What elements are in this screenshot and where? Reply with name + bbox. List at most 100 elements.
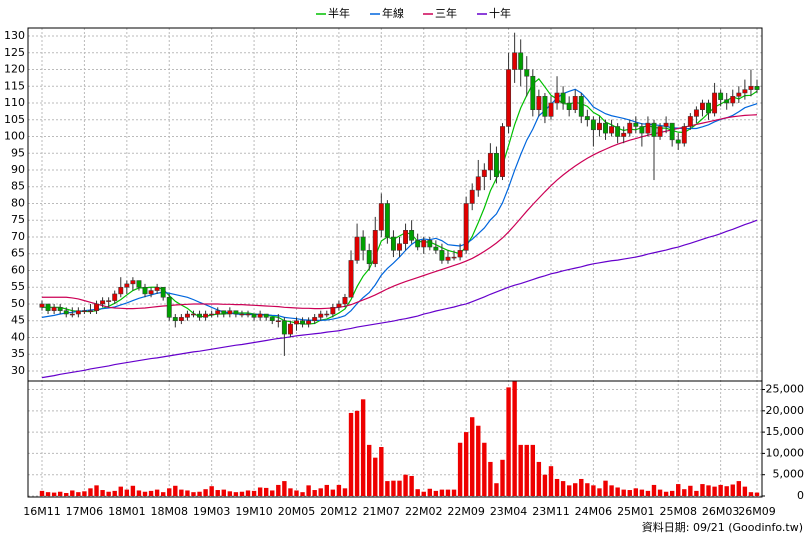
volume-bar: [554, 478, 560, 496]
y-tick-label: 30: [11, 364, 25, 377]
volume-bar: [257, 487, 263, 496]
volume-bar: [694, 490, 699, 496]
volume-bar: [700, 484, 705, 496]
volume-bar: [512, 381, 517, 496]
candle-body: [403, 230, 409, 244]
volume-bar: [348, 412, 354, 496]
candle-body: [469, 189, 475, 204]
volume-bar: [64, 493, 69, 496]
volume-bar: [197, 491, 202, 496]
x-tick-label: 21M07: [363, 505, 401, 518]
candle-body: [324, 313, 330, 316]
volume-bar: [451, 489, 457, 496]
y-tick-label: 130: [4, 29, 25, 42]
volume-bar: [270, 490, 275, 496]
x-tick-label: 25M01: [617, 505, 655, 518]
candle-body: [130, 280, 136, 285]
candle-body: [542, 96, 548, 117]
footnote: 資料日期: 09/21 (Goodinfo.tw): [642, 520, 803, 534]
volume-bar: [276, 484, 281, 496]
candle-body: [269, 317, 275, 321]
legend-label: 半年: [328, 6, 350, 20]
volume-bar: [300, 492, 305, 496]
volume-bar: [233, 492, 239, 496]
candle-body: [742, 89, 748, 94]
candle-body: [318, 313, 324, 318]
x-tick-label: 19M03: [193, 505, 231, 518]
candle-body: [754, 86, 760, 90]
x-tick-label: 17M06: [66, 505, 104, 518]
candle-body: [257, 313, 263, 318]
candle-body: [681, 126, 687, 144]
volume-bar: [154, 489, 160, 496]
volume-bar: [148, 490, 154, 496]
candle-body: [191, 313, 196, 316]
candle-body: [275, 320, 281, 322]
volume-bar: [621, 489, 626, 496]
volume-bar: [336, 484, 342, 496]
x-tick-label: 22M02: [405, 505, 443, 518]
x-tick-label: 24M06: [575, 505, 613, 518]
volume-bar: [536, 461, 542, 496]
x-tick-label: 16M11: [23, 505, 61, 518]
volume-bar: [445, 489, 451, 496]
y-tick-label: 45: [11, 314, 25, 327]
volume-bar: [354, 410, 360, 496]
volume-bar: [476, 425, 481, 496]
candle-body: [209, 313, 215, 316]
candle-body: [433, 246, 439, 251]
candle-body: [463, 203, 469, 251]
candle-body: [627, 122, 633, 134]
candle-body: [227, 310, 233, 315]
candle-body: [221, 310, 227, 315]
volume-bar: [439, 489, 445, 496]
candle-body: [281, 320, 287, 335]
y-tick-label: 120: [4, 63, 25, 76]
candle-body: [69, 313, 75, 316]
volume-bar: [251, 490, 257, 496]
volume-bar: [433, 490, 439, 496]
volume-bar: [239, 491, 245, 496]
volume-bar: [45, 492, 51, 496]
volume-bar: [124, 489, 130, 496]
volume-bar: [415, 489, 420, 496]
volume-bar: [215, 490, 220, 496]
x-tick-label: 18M08: [150, 505, 188, 518]
volume-bar: [742, 486, 748, 496]
candle-body: [669, 122, 675, 141]
volume-bar: [482, 442, 487, 496]
volume-bar: [585, 483, 590, 496]
candle-body: [136, 280, 142, 288]
candle-body: [124, 283, 130, 288]
volume-bar: [548, 466, 554, 496]
candle-body: [524, 69, 530, 77]
volume-bar: [227, 491, 233, 496]
volume-bar: [633, 488, 639, 496]
candle-body: [500, 126, 505, 177]
y-tick-label: 80: [11, 196, 25, 209]
volume-bar: [167, 488, 172, 496]
volume-bar: [100, 490, 105, 496]
volume-bar: [88, 488, 93, 496]
candle-body: [439, 250, 445, 261]
volume-bar: [112, 490, 117, 496]
volume-tick-label: 15,000: [766, 425, 805, 438]
volume-bar: [330, 489, 336, 496]
candle-body: [566, 102, 572, 110]
candle-body: [215, 310, 221, 315]
candle-body: [536, 96, 542, 110]
volume-bar: [179, 489, 184, 496]
volume-tick-label: 0: [797, 489, 804, 502]
y-tick-label: 55: [11, 280, 25, 293]
candle-body: [663, 122, 669, 127]
candle-body: [693, 109, 699, 117]
candle-body: [493, 153, 499, 177]
y-tick-label: 105: [4, 113, 25, 126]
candle-body: [584, 116, 590, 121]
candle-body: [554, 92, 560, 104]
volume-bar: [421, 491, 426, 496]
volume-bar: [373, 457, 378, 496]
candle-body: [657, 126, 663, 137]
volume-bar: [367, 444, 372, 496]
